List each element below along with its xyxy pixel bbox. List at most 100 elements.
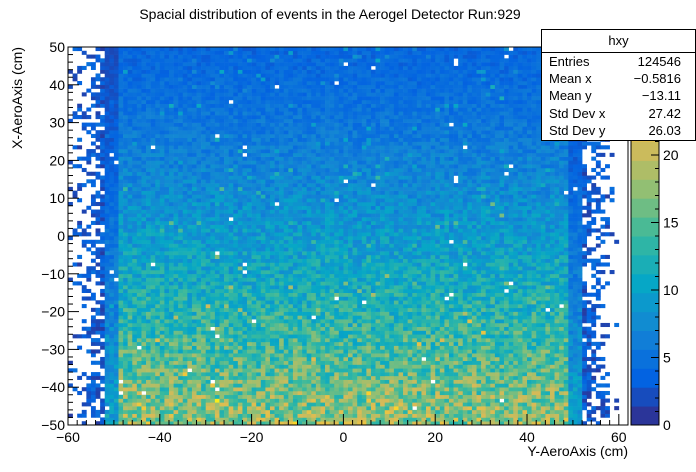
heatmap-cell	[485, 330, 491, 335]
heatmap-cell	[577, 353, 583, 358]
heatmap-cell	[150, 307, 156, 312]
heatmap-cell	[517, 360, 523, 365]
heatmap-cell	[214, 300, 220, 305]
heatmap-cell	[563, 270, 569, 275]
heatmap-cell	[237, 394, 243, 399]
heatmap-cell	[311, 258, 317, 263]
heatmap-cell	[141, 266, 147, 271]
heatmap-cell	[288, 311, 294, 316]
heatmap-cell	[228, 368, 234, 373]
heatmap-cell	[306, 262, 312, 267]
heatmap-cell	[357, 338, 363, 343]
heatmap-cell	[448, 387, 454, 392]
heatmap-cell	[508, 375, 514, 380]
heatmap-cell	[132, 300, 138, 305]
heatmap-cell	[485, 273, 491, 278]
heatmap-cell	[210, 402, 216, 407]
heatmap-cell	[224, 334, 229, 339]
heatmap-cell	[72, 334, 78, 339]
heatmap-cell	[559, 417, 565, 422]
heatmap-cell	[522, 387, 528, 392]
heatmap-cell	[320, 345, 326, 350]
heatmap-cell	[334, 288, 340, 293]
heatmap-cell	[490, 292, 496, 297]
heatmap-cell	[375, 417, 381, 422]
heatmap-cell	[187, 341, 193, 346]
heatmap-cell	[233, 356, 239, 362]
heatmap-cell	[302, 311, 307, 316]
heatmap-cell	[274, 300, 280, 305]
heatmap-cell	[448, 341, 454, 346]
heatmap-cell	[389, 322, 395, 328]
heatmap-cell	[325, 368, 330, 373]
heatmap-cell	[329, 315, 335, 320]
heatmap-cell	[389, 349, 395, 354]
heatmap-cell	[123, 421, 128, 426]
heatmap-cell	[113, 288, 119, 293]
heatmap-cell	[508, 368, 514, 373]
heatmap-cell	[274, 402, 280, 407]
heatmap-cell	[357, 413, 363, 418]
heatmap-cell	[146, 304, 151, 309]
heatmap-cell	[439, 356, 445, 362]
heatmap-cell	[554, 406, 560, 411]
heatmap-cell	[260, 390, 266, 396]
heatmap-cell	[517, 322, 523, 328]
heatmap-cell	[462, 266, 468, 271]
heatmap-cell	[219, 330, 225, 335]
heatmap-cell	[403, 402, 408, 407]
heatmap-cell	[242, 254, 248, 259]
heatmap-cell	[527, 372, 532, 377]
heatmap-cell	[494, 356, 500, 362]
heatmap-cell	[513, 334, 519, 339]
heatmap-cell	[435, 273, 441, 278]
heatmap-cell	[95, 409, 101, 414]
heatmap-cell	[513, 319, 519, 324]
heatmap-cell	[384, 319, 390, 324]
heatmap-cell	[191, 262, 197, 267]
heatmap-cell	[288, 421, 294, 426]
heatmap-cell	[265, 353, 271, 358]
heatmap-cell	[150, 341, 156, 346]
heatmap-cell	[201, 341, 206, 346]
heatmap-cell	[283, 368, 289, 373]
heatmap-cell	[338, 281, 344, 286]
heatmap-cell	[517, 390, 523, 396]
heatmap-cell	[549, 311, 555, 316]
heatmap-cell	[315, 254, 321, 259]
heatmap-cell	[467, 270, 473, 275]
heatmap-cell	[582, 356, 587, 362]
heatmap-cell	[104, 281, 110, 286]
heatmap-cell	[228, 390, 234, 396]
heatmap-cell	[504, 375, 509, 380]
heatmap-cell	[416, 383, 422, 388]
heatmap-cell	[384, 383, 390, 388]
heatmap-cell	[490, 326, 496, 331]
heatmap-cell	[242, 296, 248, 301]
heatmap-cell	[582, 254, 587, 259]
heatmap-cell	[306, 334, 312, 339]
heatmap-cell	[366, 266, 372, 271]
heatmap-cell	[123, 413, 128, 418]
heatmap-cell	[329, 277, 335, 282]
heatmap-cell	[398, 406, 404, 411]
heatmap-cell	[380, 406, 386, 411]
heatmap-cell	[416, 285, 422, 290]
heatmap-cell	[242, 330, 248, 335]
heatmap-cell	[380, 281, 386, 286]
heatmap-cell	[164, 390, 170, 396]
heatmap-cell	[315, 277, 321, 282]
heatmap-cell	[490, 266, 496, 271]
heatmap-cell	[453, 270, 459, 275]
heatmap-cell	[462, 394, 468, 399]
heatmap-cell	[504, 277, 509, 282]
heatmap-cell	[522, 304, 528, 309]
heatmap-cell	[150, 277, 156, 282]
heatmap-cell	[412, 372, 418, 377]
heatmap-cell	[549, 349, 555, 354]
heatmap-cell	[247, 273, 252, 278]
heatmap-cell	[582, 330, 587, 335]
heatmap-cell	[288, 307, 294, 312]
heatmap-cell	[288, 273, 294, 278]
heatmap-cell	[426, 390, 431, 396]
